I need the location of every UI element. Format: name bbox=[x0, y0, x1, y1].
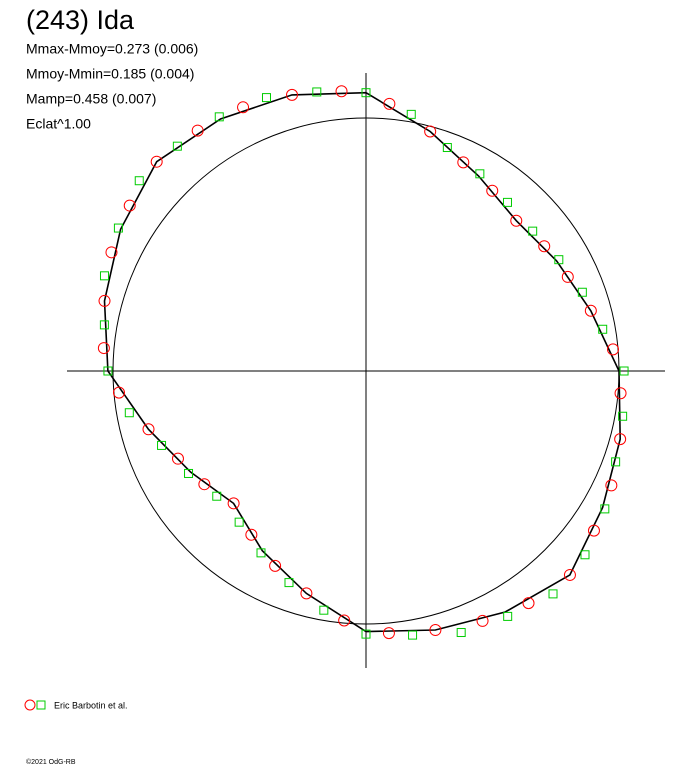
data-point bbox=[554, 255, 564, 265]
data-point bbox=[606, 343, 619, 356]
data-point bbox=[184, 468, 194, 478]
data-point bbox=[361, 629, 371, 639]
data-point bbox=[406, 109, 416, 119]
data-point bbox=[191, 124, 204, 137]
fit-curve bbox=[103, 91, 622, 633]
data-point bbox=[587, 524, 600, 537]
data-point bbox=[456, 628, 466, 638]
data-point bbox=[510, 214, 523, 227]
data-point bbox=[214, 112, 224, 122]
data-point bbox=[269, 559, 282, 572]
stat-line: Mamp=0.458 (0.007) bbox=[26, 91, 156, 107]
data-point bbox=[503, 611, 513, 621]
data-point bbox=[172, 141, 182, 151]
data-point bbox=[319, 605, 329, 615]
data-point bbox=[457, 156, 470, 169]
legend-label: Eric Barbotin et al. bbox=[54, 700, 128, 710]
data-point bbox=[584, 304, 597, 317]
data-point bbox=[502, 197, 512, 207]
data-point bbox=[99, 271, 109, 281]
data-point bbox=[234, 517, 244, 527]
stat-line: Mmax-Mmoy=0.273 (0.006) bbox=[26, 41, 198, 57]
data-point bbox=[442, 143, 452, 153]
data-point bbox=[598, 324, 608, 334]
data-point bbox=[614, 433, 627, 446]
data-point bbox=[261, 93, 271, 103]
data-point bbox=[614, 387, 627, 400]
stat-line: Mmoy-Mmin=0.185 (0.004) bbox=[26, 66, 194, 82]
data-point bbox=[476, 614, 489, 627]
legend-icon bbox=[24, 699, 36, 711]
data-point bbox=[286, 88, 299, 101]
data-point bbox=[561, 270, 574, 283]
data-point bbox=[580, 550, 590, 560]
data-point bbox=[157, 440, 167, 450]
data-point bbox=[600, 504, 610, 514]
data-point bbox=[212, 491, 222, 501]
data-point bbox=[113, 386, 126, 399]
data-point bbox=[605, 479, 618, 492]
chart-title: (243) Ida bbox=[26, 5, 135, 35]
footer: ©2021 OdG-RB bbox=[26, 758, 76, 766]
data-point bbox=[361, 88, 371, 98]
data-point bbox=[103, 366, 113, 376]
data-point bbox=[142, 423, 155, 436]
data-point bbox=[150, 155, 163, 168]
data-point bbox=[300, 587, 313, 600]
data-point bbox=[99, 320, 109, 330]
data-point bbox=[227, 497, 240, 510]
data-point bbox=[486, 184, 499, 197]
data-point bbox=[123, 199, 136, 212]
data-point bbox=[256, 548, 266, 558]
stat-line: Eclat^1.00 bbox=[26, 116, 91, 132]
data-point bbox=[528, 226, 538, 236]
data-point bbox=[577, 287, 587, 297]
data-point bbox=[429, 624, 442, 637]
data-point bbox=[97, 342, 110, 355]
data-point bbox=[245, 528, 258, 541]
data-point bbox=[383, 97, 396, 110]
data-point bbox=[98, 294, 111, 307]
legend: Eric Barbotin et al. bbox=[24, 699, 128, 711]
data-point bbox=[619, 366, 629, 376]
legend-icon bbox=[36, 700, 46, 710]
data-point bbox=[382, 627, 395, 640]
data-point bbox=[113, 223, 123, 233]
data-point bbox=[548, 589, 558, 599]
data-point bbox=[538, 240, 551, 253]
data-point bbox=[105, 246, 118, 259]
data-point bbox=[335, 85, 348, 98]
data-point bbox=[124, 408, 134, 418]
data-point bbox=[237, 101, 250, 114]
data-point bbox=[475, 169, 485, 179]
data-point bbox=[312, 87, 322, 97]
data-point bbox=[611, 457, 621, 467]
data-point bbox=[284, 578, 294, 588]
data-point bbox=[134, 176, 144, 186]
data-point bbox=[198, 478, 211, 491]
data-point bbox=[618, 411, 628, 421]
data-point bbox=[563, 568, 576, 581]
data-point bbox=[522, 597, 535, 610]
data-point bbox=[408, 630, 418, 640]
data-point bbox=[171, 452, 184, 465]
data-point bbox=[424, 125, 437, 138]
data-point bbox=[338, 614, 351, 627]
